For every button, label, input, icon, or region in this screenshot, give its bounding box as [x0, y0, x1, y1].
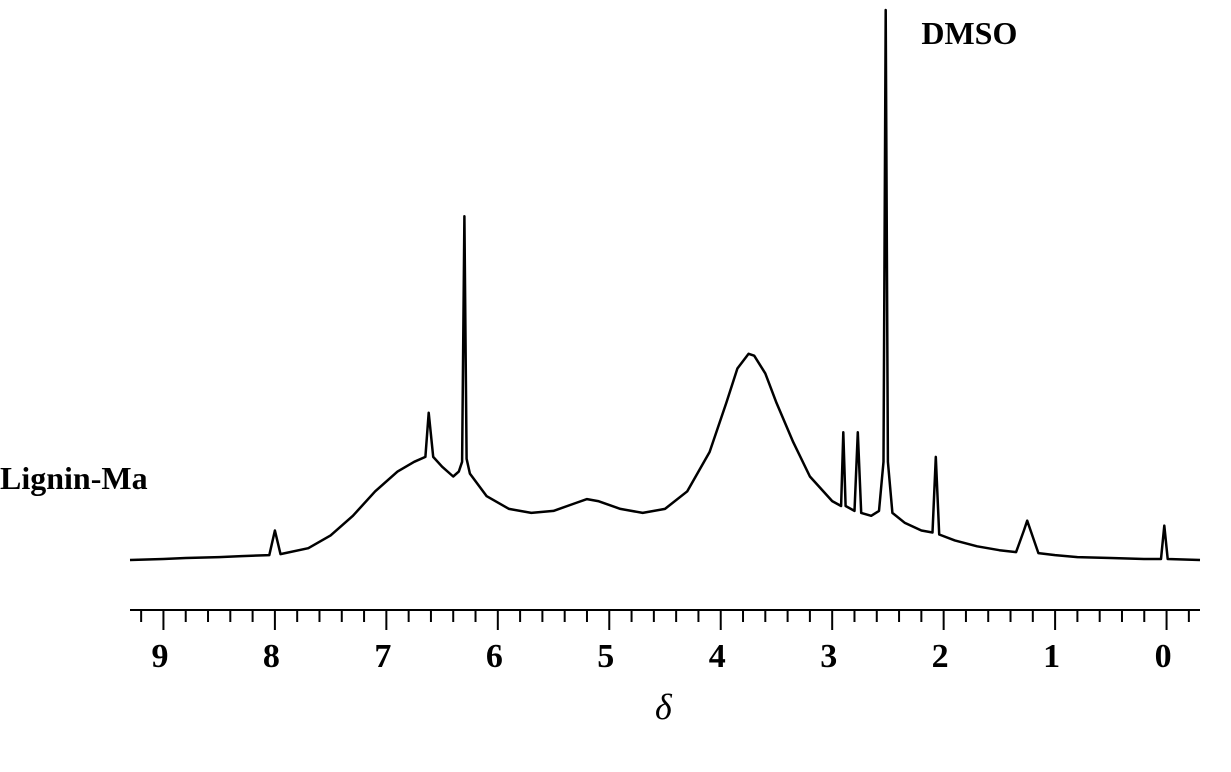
x-axis-tick-label: 7 [374, 638, 391, 676]
x-axis-tick-label: 6 [486, 638, 503, 676]
spectrum-trace [130, 10, 1200, 560]
sample-label: Lignin-Ma [0, 460, 148, 497]
x-axis-tick-label: 2 [932, 638, 949, 676]
x-axis-tick-label: 3 [820, 638, 837, 676]
x-axis-tick-label: 4 [709, 638, 726, 676]
dmso-peak-label: DMSO [921, 15, 1017, 52]
x-axis-tick-label: 9 [151, 638, 168, 676]
x-axis-tick-label: 8 [263, 638, 280, 676]
x-axis-tick-label: 0 [1155, 638, 1172, 676]
nmr-spectrum-chart: Lignin-Ma DMSO δ 9 8 7 6 5 4 3 2 1 0 [0, 0, 1231, 772]
x-axis-tick-label: 1 [1043, 638, 1060, 676]
x-axis-title: δ [655, 686, 672, 728]
x-axis-tick-label: 5 [597, 638, 614, 676]
